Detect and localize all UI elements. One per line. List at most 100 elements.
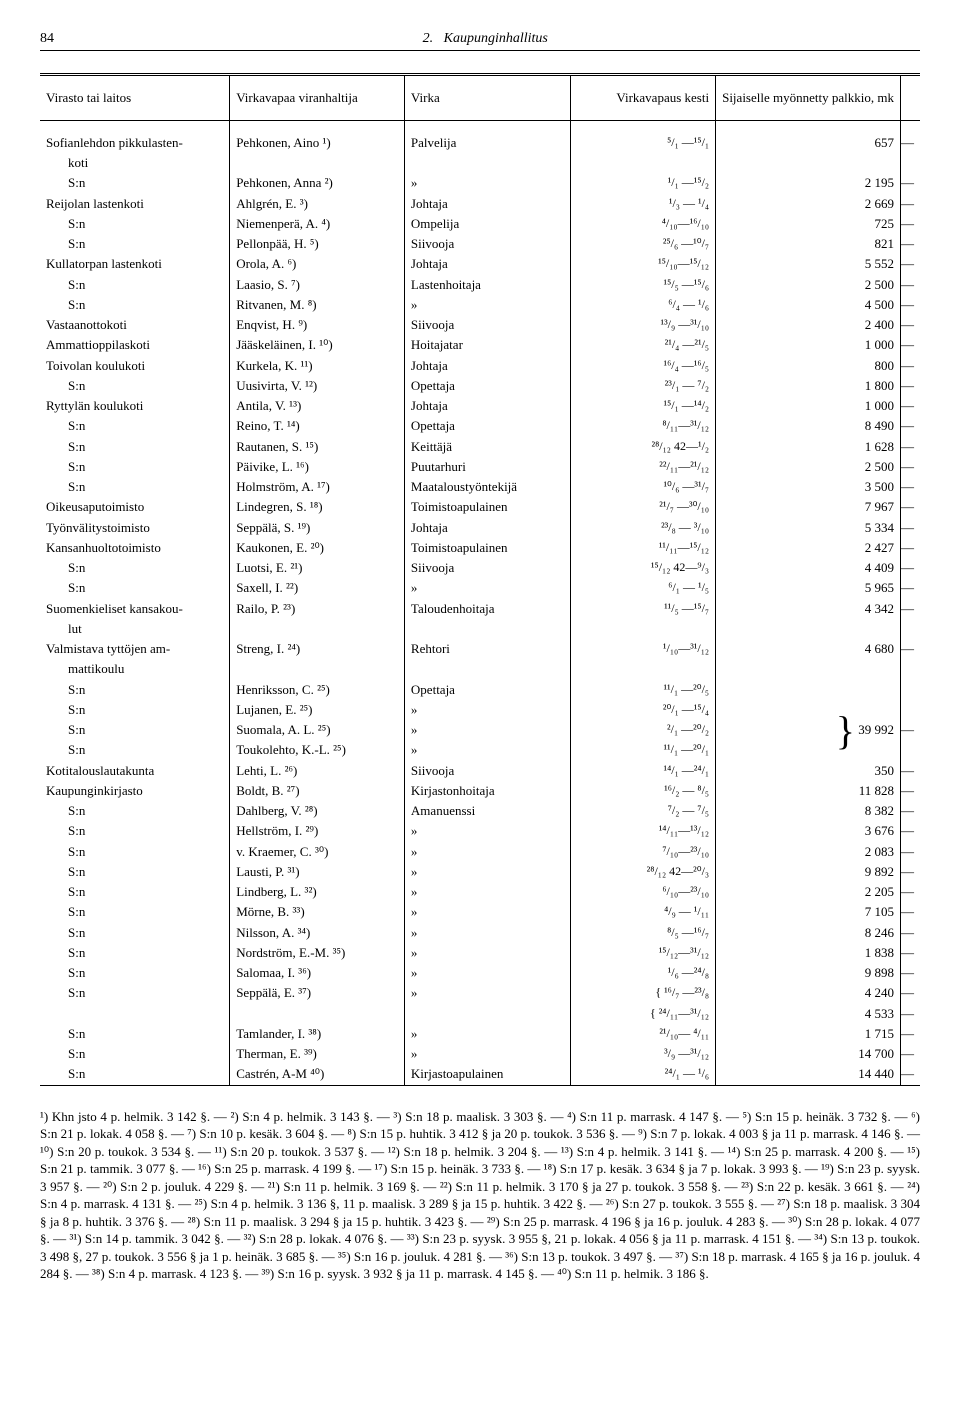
cell-virasto: S:n xyxy=(40,821,230,841)
cell-tail: — xyxy=(900,518,920,538)
cell-person: Therman, E. ³⁹) xyxy=(230,1044,405,1064)
col-palkkio: Sijaiselle myönnetty palkkio, mk xyxy=(716,74,901,120)
cell-amount xyxy=(716,680,901,700)
cell-amount: 1 800 xyxy=(716,376,901,396)
table-row: mattikoulu xyxy=(40,659,920,679)
table-row: S:nNordström, E.-M. ³⁵)»¹⁵/₁₂—³¹/₁₂1 838… xyxy=(40,943,920,963)
cell-job: Opettaja xyxy=(404,680,570,700)
cell-person: Suomala, A. L. ²⁵) xyxy=(230,720,405,740)
cell-dates xyxy=(571,153,716,173)
table-row: S:nRautanen, S. ¹⁵)Keittäjä²⁸/₁₂ 42—¹/₂1… xyxy=(40,437,920,457)
table-row: Reijolan lastenkotiAhlgrén, E. ³)Johtaja… xyxy=(40,194,920,214)
cell-virasto: Reijolan lastenkoti xyxy=(40,194,230,214)
cell-amount: 2 500 xyxy=(716,457,901,477)
table-row: S:nHellström, I. ²⁹)»¹⁴/₁₁—¹³/₁₂3 676— xyxy=(40,821,920,841)
cell-dates: ²³/₁ — ⁷/₂ xyxy=(571,376,716,396)
cell-tail: — xyxy=(900,497,920,517)
cell-job: Opettaja xyxy=(404,376,570,396)
cell-tail: — xyxy=(900,194,920,214)
cell-job: Siivooja xyxy=(404,558,570,578)
cell-tail xyxy=(900,700,920,720)
cell-tail: — xyxy=(900,923,920,943)
cell-tail: — xyxy=(900,477,920,497)
cell-person: Ahlgrén, E. ³) xyxy=(230,194,405,214)
cell-tail: — xyxy=(900,315,920,335)
cell-dates: ⁵/₁ —¹⁵/₁ xyxy=(571,120,716,153)
cell-tail: — xyxy=(900,902,920,922)
cell-person: Saxell, I. ²²) xyxy=(230,578,405,598)
cell-job: Johtaja xyxy=(404,254,570,274)
cell-amount: 2 427 xyxy=(716,538,901,558)
cell-tail: — xyxy=(900,943,920,963)
page-title: 2. Kaupunginhallitus xyxy=(423,30,548,48)
table-row: S:nTherman, E. ³⁹)»³/₉ —³¹/₁₂14 700— xyxy=(40,1044,920,1064)
table-row: S:nLaasio, S. ⁷)Lastenhoitaja¹⁵/₅ —¹⁵/₆2… xyxy=(40,275,920,295)
cell-virasto: S:n xyxy=(40,214,230,234)
cell-tail: — xyxy=(900,254,920,274)
cell-dates: ¹⁴/₁₁—¹³/₁₂ xyxy=(571,821,716,841)
cell-dates: ¹/₃ — ¹/₄ xyxy=(571,194,716,214)
cell-person: Kurkela, K. ¹¹) xyxy=(230,356,405,376)
cell-amount: 8 382 xyxy=(716,801,901,821)
cell-dates: ¹⁰/₆ —³¹/₇ xyxy=(571,477,716,497)
cell-person: Nilsson, A. ³⁴) xyxy=(230,923,405,943)
cell-virasto: Oikeusaputoimisto xyxy=(40,497,230,517)
cell-virasto: S:n xyxy=(40,963,230,983)
cell-amount xyxy=(716,153,901,173)
cell-person: Orola, A. ⁶) xyxy=(230,254,405,274)
table-row: OikeusaputoimistoLindegren, S. ¹⁸)Toimis… xyxy=(40,497,920,517)
cell-virasto: S:n xyxy=(40,801,230,821)
cell-amount: 1 715 xyxy=(716,1024,901,1044)
table-row: S:nUusivirta, V. ¹²)Opettaja²³/₁ — ⁷/₂1 … xyxy=(40,376,920,396)
cell-virasto: Ryttylän koulukoti xyxy=(40,396,230,416)
cell-amount: 3 500 xyxy=(716,477,901,497)
cell-job: » xyxy=(404,821,570,841)
cell-amount: 11 828 xyxy=(716,781,901,801)
cell-amount: 4 680 xyxy=(716,639,901,659)
cell-virasto: lut xyxy=(40,619,230,639)
cell-person: Mörne, B. ³³) xyxy=(230,902,405,922)
cell-job: Johtaja xyxy=(404,396,570,416)
cell-amount: } 39 992 xyxy=(716,720,901,740)
cell-job: Kirjastonhoitaja xyxy=(404,781,570,801)
table-row: KotitalouslautakuntaLehti, L. ²⁶)Siivooj… xyxy=(40,761,920,781)
cell-virasto: S:n xyxy=(40,680,230,700)
cell-amount: 2 195 xyxy=(716,173,901,193)
cell-tail: — xyxy=(900,173,920,193)
cell-virasto: S:n xyxy=(40,740,230,760)
cell-job: » xyxy=(404,173,570,193)
cell-amount: 350 xyxy=(716,761,901,781)
cell-virasto: S:n xyxy=(40,882,230,902)
cell-job: Palvelija xyxy=(404,120,570,153)
cell-dates: ¹¹/₁₁—¹⁵/₁₂ xyxy=(571,538,716,558)
cell-job: » xyxy=(404,700,570,720)
cell-job: » xyxy=(404,983,570,1003)
cell-job: Ompelija xyxy=(404,214,570,234)
table-row: AmmattioppilaskotiJääskeläinen, I. ¹⁰)Ho… xyxy=(40,335,920,355)
cell-dates: ²⁵/₆ —¹⁰/₇ xyxy=(571,234,716,254)
cell-dates: ¹⁴/₁ —²⁴/₁ xyxy=(571,761,716,781)
table-row: S:nPehkonen, Anna ²)»¹/₁ —¹⁵/₂2 195— xyxy=(40,173,920,193)
cell-person: v. Kraemer, C. ³⁰) xyxy=(230,842,405,862)
cell-amount: 725 xyxy=(716,214,901,234)
cell-tail: — xyxy=(900,120,920,153)
table-row: Ryttylän koulukotiAntila, V. ¹³)Johtaja¹… xyxy=(40,396,920,416)
cell-tail: — xyxy=(900,963,920,983)
cell-dates: ⁴/₉ — ¹/₁₁ xyxy=(571,902,716,922)
table-row: S:nTamlander, I. ³⁸)»²¹/₁₀— ⁴/₁₁1 715— xyxy=(40,1024,920,1044)
cell-amount: 1 000 xyxy=(716,335,901,355)
cell-virasto: Kullatorpan lastenkoti xyxy=(40,254,230,274)
cell-person: Reino, T. ¹⁴) xyxy=(230,416,405,436)
cell-dates: ¹¹/₁ —²⁰/₅ xyxy=(571,680,716,700)
cell-amount xyxy=(716,659,901,679)
cell-person: Uusivirta, V. ¹²) xyxy=(230,376,405,396)
cell-amount: 14 700 xyxy=(716,1044,901,1064)
cell-tail: — xyxy=(900,720,920,740)
cell-job: Rehtori xyxy=(404,639,570,659)
cell-dates: ⁴/₁₀—¹⁶/₁₀ xyxy=(571,214,716,234)
cell-dates: ¹⁵/₁ —¹⁴/₂ xyxy=(571,396,716,416)
cell-job: » xyxy=(404,1044,570,1064)
cell-tail: — xyxy=(900,214,920,234)
cell-person: Hellström, I. ²⁹) xyxy=(230,821,405,841)
cell-virasto: Kansanhuoltotoimisto xyxy=(40,538,230,558)
